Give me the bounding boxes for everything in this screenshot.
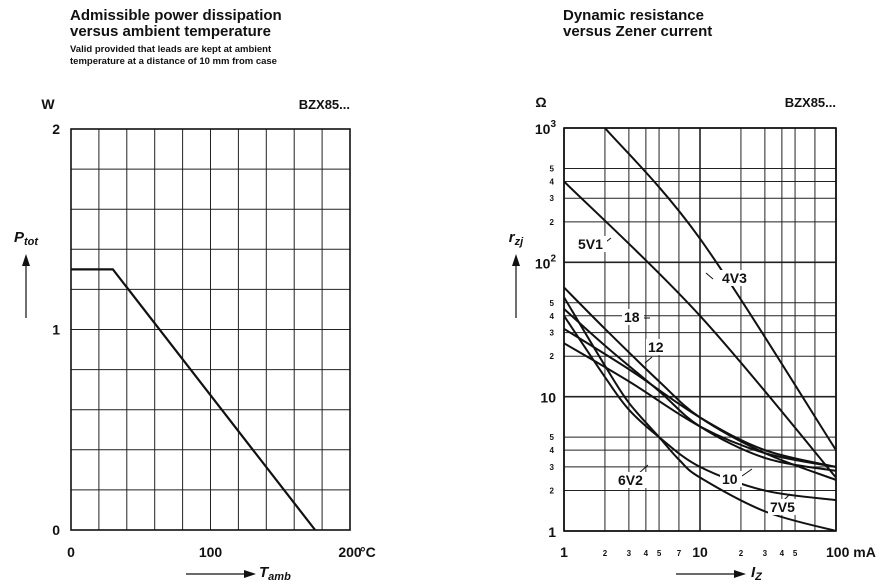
y-unit-label: Ω (535, 94, 546, 110)
curve-label-leader (705, 272, 714, 280)
curve-label-background (646, 339, 668, 355)
left-chart-title-line-1: Admissible power dissipation (70, 7, 282, 24)
x-tick-label: 100 (199, 544, 223, 560)
y-axis-label: rzj (509, 229, 524, 248)
plot-frame (70, 128, 351, 531)
y-tick-label: 0 (52, 522, 60, 538)
curve-label-background (576, 236, 607, 252)
y-minor-tick-label: 2 (550, 352, 555, 361)
curve-5v1 (564, 180, 836, 479)
y-unit-label: W (41, 96, 55, 112)
power-dissipation-chart: 0 1 2 0 100 200°C W BZX85... Ptot Tamb (14, 96, 376, 582)
x-minor-tick-label: 7 (677, 549, 682, 558)
y-minor-tick-label: 2 (550, 487, 555, 496)
curve-label-10: 10 (722, 471, 738, 487)
derating-curve (71, 268, 316, 531)
y-tick-label: 2 (52, 121, 60, 137)
x-tick-label: 100 mA (826, 544, 876, 560)
curve-label-background (720, 270, 751, 286)
right-chart-title-line-2: versus Zener current (563, 23, 713, 40)
x-unit-label: °C (360, 544, 376, 560)
y-axis-arrow-head (512, 254, 520, 266)
curve-unlabeled (564, 327, 836, 468)
curve-label-5v1: 5V1 (578, 236, 603, 252)
x-minor-tick-label: 5 (657, 549, 662, 558)
y-tick-label: 10 (540, 390, 556, 406)
y-minor-tick-label: 3 (550, 329, 555, 338)
x-axis-label: Tamb (259, 564, 291, 582)
y-tick-label: 102 (535, 253, 557, 271)
y-minor-tick-label: 2 (550, 218, 555, 227)
right-chart-title-line-1: Dynamic resistance (563, 7, 704, 24)
part-number-label: BZX85... (785, 95, 836, 110)
curve-label-12: 12 (648, 339, 664, 355)
y-minor-tick-label: 4 (550, 446, 555, 455)
curve-unlabeled (564, 342, 836, 468)
y-tick-label: 1 (52, 322, 60, 338)
y-minor-tick-label: 5 (550, 433, 555, 442)
curve-4v3 (604, 128, 836, 451)
left-chart-note-line-1: Valid provided that leads are kept at am… (70, 44, 272, 55)
x-minor-tick-label: 4 (644, 549, 649, 558)
y-tick-label: 103 (535, 119, 557, 137)
curve-label-background (616, 472, 647, 488)
curve-18 (564, 286, 836, 481)
y-minor-tick-label: 4 (550, 312, 555, 321)
x-axis-arrow-head (734, 570, 746, 578)
curve-label-4v3: 4V3 (722, 270, 747, 286)
left-chart-note-line-2: temperature at a distance of 10 mm from … (70, 56, 277, 67)
x-tick-label: 10 (692, 544, 708, 560)
left-chart-title-line-2: versus ambient temperature (70, 23, 271, 40)
dynamic-resistance-chart: 4V35V11812106V27V51101021032345234523451… (509, 94, 876, 582)
x-axis-label: IZ (751, 564, 763, 582)
x-minor-tick-label: 3 (627, 549, 632, 558)
curve-label-background (622, 309, 644, 325)
curve-label-background (720, 471, 742, 487)
x-tick-label: 1 (560, 544, 568, 560)
curve-label-6v2: 6V2 (618, 472, 643, 488)
x-tick-label: 0 (67, 544, 75, 560)
y-minor-tick-label: 3 (550, 194, 555, 203)
curve-label-leader (644, 356, 653, 364)
x-axis-arrow-head (244, 570, 256, 578)
curve-label-7v5: 7V5 (770, 499, 795, 515)
curve-6v2 (564, 296, 836, 531)
x-minor-tick-label: 5 (793, 549, 798, 558)
x-minor-tick-label: 3 (763, 549, 768, 558)
y-minor-tick-label: 5 (550, 299, 555, 308)
y-axis-label: Ptot (14, 229, 39, 248)
x-minor-tick-label: 2 (739, 549, 744, 558)
y-minor-tick-label: 3 (550, 463, 555, 472)
y-minor-tick-label: 5 (550, 164, 555, 173)
y-minor-tick-label: 4 (550, 177, 555, 186)
part-number-label: BZX85... (299, 97, 350, 112)
curve-label-leader (741, 468, 753, 477)
y-axis-arrow-head (22, 254, 30, 266)
curve-label-background (768, 499, 799, 515)
x-tick-label: 200 (338, 544, 362, 560)
x-minor-tick-label: 4 (780, 549, 785, 558)
curve-label-18: 18 (624, 309, 640, 325)
x-minor-tick-label: 2 (603, 549, 608, 558)
y-tick-label: 1 (548, 524, 556, 540)
curve-12 (564, 308, 836, 472)
